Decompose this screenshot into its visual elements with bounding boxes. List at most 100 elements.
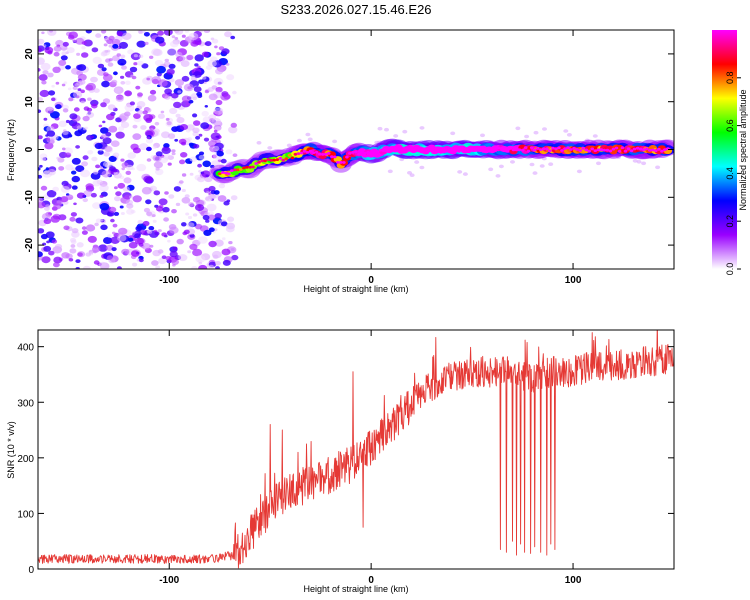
signal-blob — [445, 148, 449, 152]
noise-blob — [132, 133, 142, 141]
snr-series — [38, 330, 674, 569]
noise-blob — [157, 79, 168, 87]
signal-blob — [454, 149, 458, 153]
noise-blob — [61, 83, 66, 87]
signal-blob — [520, 148, 525, 152]
noise-blob — [213, 129, 218, 133]
noise-blob — [116, 266, 122, 269]
signal-blob — [217, 172, 222, 176]
noise-blob — [196, 91, 203, 97]
noise-blob — [114, 186, 118, 190]
signal-blob — [399, 146, 404, 150]
noise-speckle — [566, 133, 572, 137]
noise-blob — [46, 190, 57, 198]
noise-blob — [69, 113, 78, 120]
noise-speckle — [563, 129, 569, 133]
noise-blob — [169, 226, 179, 234]
noise-speckle — [632, 159, 638, 163]
noise-blob — [46, 240, 50, 244]
spectrogram-y-tick-label: -20 — [24, 237, 35, 252]
noise-blob — [68, 258, 74, 262]
signal-blob — [499, 147, 504, 150]
noise-blob — [180, 60, 190, 67]
noise-blob — [74, 83, 80, 88]
noise-blob — [83, 39, 93, 47]
noise-blob — [164, 58, 169, 63]
noise-blob — [213, 190, 220, 195]
signal-blob — [278, 156, 283, 160]
noise-speckle — [462, 172, 468, 176]
noise-blob — [149, 244, 154, 248]
noise-blob — [197, 205, 202, 208]
noise-blob — [192, 127, 200, 134]
noise-blob — [73, 107, 80, 112]
noise-blob — [144, 41, 149, 46]
noise-blob — [189, 156, 198, 163]
noise-blob — [52, 66, 61, 74]
noise-blob — [92, 56, 102, 64]
noise-blob — [85, 224, 96, 232]
signal-blob — [490, 149, 495, 152]
noise-blob — [163, 30, 173, 36]
noise-blob — [124, 104, 135, 112]
noise-blob — [115, 131, 125, 139]
noise-blob — [65, 119, 70, 124]
noise-blob — [214, 239, 224, 247]
noise-blob — [62, 41, 69, 47]
noise-blob — [101, 170, 111, 178]
signal-blob — [608, 149, 613, 153]
noise-blob — [204, 197, 210, 201]
colorbar-label: Normalized spectral amplitude — [738, 89, 748, 210]
signal-blob — [345, 155, 349, 159]
noise-blob — [123, 177, 132, 184]
signal-blob — [563, 147, 567, 151]
noise-blob — [106, 255, 114, 261]
noise-blob — [114, 196, 121, 202]
noise-blob — [94, 222, 99, 227]
signal-blob — [326, 152, 331, 155]
signal-blob — [514, 147, 519, 150]
noise-blob — [155, 206, 164, 212]
noise-blob — [87, 235, 97, 243]
signal-blob — [432, 147, 437, 151]
noise-blob — [225, 225, 235, 233]
noise-blob — [121, 65, 127, 70]
colorbar-tick-label: 0.0 — [725, 263, 735, 276]
noise-blob — [211, 250, 222, 259]
noise-speckle — [296, 138, 302, 143]
noise-blob — [112, 231, 116, 235]
noise-blob — [198, 133, 203, 137]
noise-blob — [169, 107, 178, 115]
signal-blob — [317, 152, 322, 156]
noise-blob — [145, 138, 154, 144]
noise-blob — [221, 248, 231, 256]
spectrogram-y-tick-label: 10 — [24, 96, 35, 108]
noise-blob — [198, 154, 206, 160]
noise-blob — [43, 170, 49, 175]
noise-blob — [106, 113, 115, 121]
noise-blob — [40, 62, 51, 71]
noise-blob — [164, 191, 169, 195]
noise-blob — [101, 80, 110, 88]
signal-blob — [599, 148, 604, 152]
noise-blob — [221, 48, 230, 55]
noise-blob — [161, 146, 171, 154]
noise-blob — [125, 80, 131, 86]
signal-blob — [254, 162, 258, 165]
noise-speckle — [267, 146, 273, 150]
signal-blob — [508, 147, 513, 150]
noise-blob — [168, 194, 175, 199]
spectrogram-x-tick-label: 100 — [565, 275, 582, 286]
noise-blob — [191, 266, 198, 269]
snr-x-tick-label: -100 — [159, 575, 179, 586]
noise-blob — [59, 151, 68, 159]
noise-blob — [174, 30, 180, 33]
noise-blob — [198, 151, 205, 156]
noise-blob — [62, 108, 69, 113]
noise-blob — [91, 47, 99, 53]
noise-blob — [112, 44, 119, 49]
noise-blob — [75, 165, 85, 173]
noise-speckle — [576, 169, 582, 174]
noise-blob — [63, 225, 70, 231]
